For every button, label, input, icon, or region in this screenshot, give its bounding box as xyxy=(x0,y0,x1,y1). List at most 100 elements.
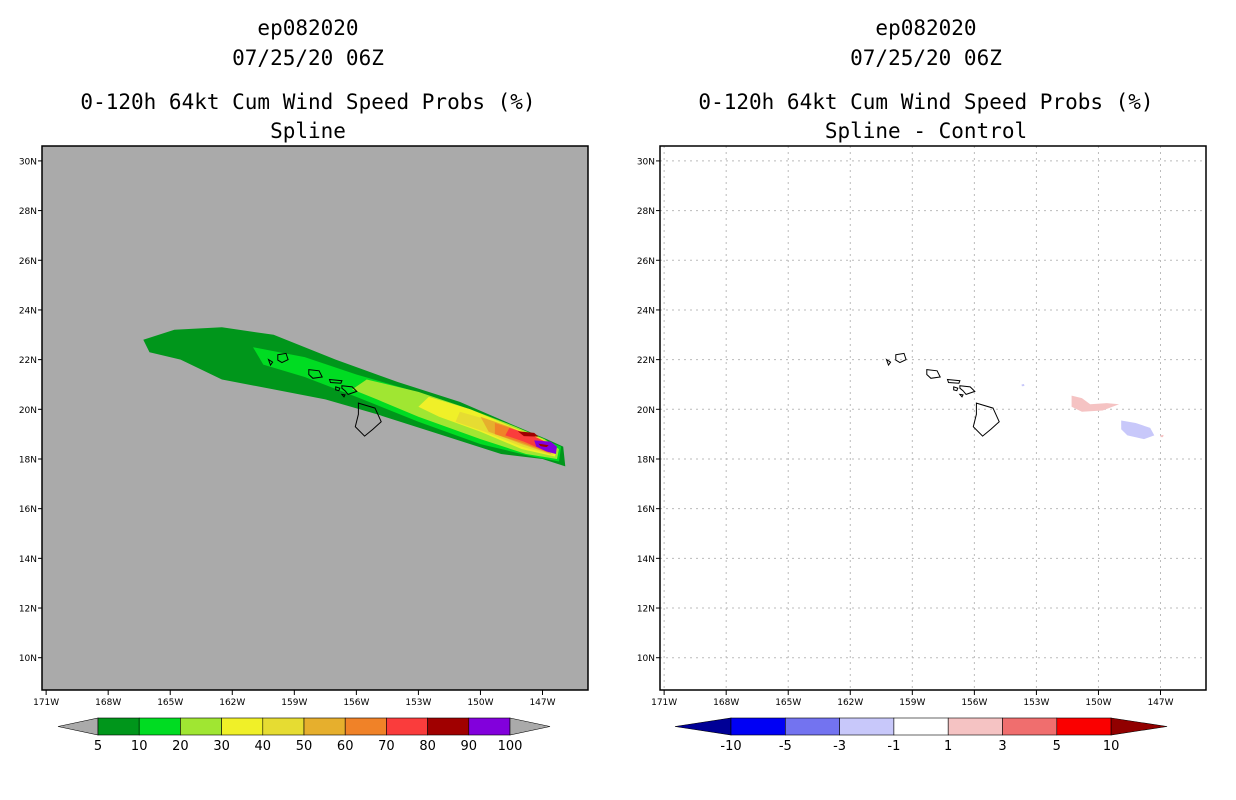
right-colorbar-segment xyxy=(730,717,786,736)
left-colorbar-label: 100 xyxy=(498,739,523,754)
left-title-datetime: 07/25/20 06Z xyxy=(232,46,384,70)
left-map-background xyxy=(42,146,588,690)
right-colorbar-segment xyxy=(893,717,949,736)
right-ytick-label: 16N xyxy=(637,505,655,515)
left-ytick-label: 30N xyxy=(19,157,37,167)
left-colorbar-label: 90 xyxy=(461,739,478,754)
right-island-maui xyxy=(959,385,976,395)
right-contour-neg1-0 xyxy=(1121,420,1155,440)
right-title-datetime: 07/25/20 06Z xyxy=(850,46,1002,70)
left-ytick-label: 14N xyxy=(19,555,37,565)
right-ytick-label: 20N xyxy=(637,406,655,416)
right-xtick-label: 156W xyxy=(961,698,987,708)
right-ytick-label: 14N xyxy=(637,555,655,565)
right-xtick-label: 147W xyxy=(1147,698,1173,708)
left-island-oahu xyxy=(308,369,323,379)
left-colorbar-segment xyxy=(344,717,387,736)
left-ytick-label: 18N xyxy=(19,455,37,465)
right-ytick-label: 24N xyxy=(637,306,655,316)
right-ytick-label: 12N xyxy=(637,605,655,615)
left-colorbar-label: 5 xyxy=(94,739,102,754)
left-colorbar-label: 40 xyxy=(255,739,272,754)
left-xtick-label: 168W xyxy=(95,698,121,708)
right-colorbar-label: -5 xyxy=(779,739,792,754)
right-colorbar-label: 5 xyxy=(1053,739,1061,754)
left-colorbar-low-arrow xyxy=(57,717,99,736)
left-colorbar-segment xyxy=(138,717,181,736)
left-colorbar-segment xyxy=(386,717,428,736)
left-colorbar-segment xyxy=(180,717,222,736)
right-contour-neg1-2 xyxy=(1021,384,1025,387)
left-contour-80-10 xyxy=(538,443,549,448)
right-colorbar-label: -3 xyxy=(833,739,846,754)
left-colorbar-label: 10 xyxy=(131,739,148,754)
left-contour-90-9 xyxy=(534,440,557,454)
left-island-big-island xyxy=(354,402,382,437)
right-colorbar-low-arrow xyxy=(674,717,732,736)
left-colorbar-segment xyxy=(97,717,140,736)
right-colorbar-segment xyxy=(1002,717,1058,736)
left-xtick-label: 153W xyxy=(405,698,431,708)
left-colorbar-segment xyxy=(221,717,264,736)
left-xtick-label: 171W xyxy=(33,698,59,708)
right-xtick-label: 162W xyxy=(837,698,863,708)
left-island-lanai xyxy=(335,386,341,392)
right-ytick-label: 26N xyxy=(637,257,655,267)
right-island-kahoolawe xyxy=(958,393,964,398)
right-xtick-label: 159W xyxy=(899,698,925,708)
right-colorbar: -10 -5 -3 -1 1 3 5 10 xyxy=(674,717,1168,754)
right-island-molokai xyxy=(946,378,961,384)
left-xtick-label: 150W xyxy=(467,698,493,708)
right-xtick-label: 150W xyxy=(1085,698,1111,708)
left-xtick-label: 162W xyxy=(219,698,245,708)
right-ytick-label: 10N xyxy=(637,654,655,664)
left-colorbar: 5 10 20 30 40 50 60 70 80 90 100 xyxy=(57,717,551,754)
right-colorbar-label: 10 xyxy=(1103,739,1120,754)
left-ytick-label: 24N xyxy=(19,306,37,316)
left-title-storm-id: ep082020 xyxy=(257,16,359,40)
left-colorbar-label: 60 xyxy=(337,739,354,754)
left-island-niihau xyxy=(267,358,274,367)
right-colorbar-label: 1 xyxy=(944,739,952,754)
left-colorbar-label: 80 xyxy=(419,739,436,754)
left-xtick-label: 156W xyxy=(343,698,369,708)
right-colorbar-segment xyxy=(839,717,895,736)
right-island-kauai xyxy=(895,352,907,364)
right-title-method: Spline - Control xyxy=(824,119,1028,143)
left-title-method: Spline xyxy=(270,119,346,143)
left-ytick-label: 28N xyxy=(19,207,37,217)
right-island-lanai xyxy=(953,386,959,392)
right-ytick-label: 28N xyxy=(637,207,655,217)
left-contour-80-8 xyxy=(517,431,539,437)
right-xtick-label: 165W xyxy=(775,698,801,708)
left-island-molokai xyxy=(328,378,343,384)
right-contour-1-1 xyxy=(1071,395,1120,412)
right-ytick-label: 30N xyxy=(637,157,655,167)
left-title-product: 0-120h 64kt Cum Wind Speed Probs (%) xyxy=(80,90,536,114)
left-colorbar-label: 50 xyxy=(296,739,313,754)
left-ytick-label: 26N xyxy=(19,257,37,267)
right-colorbar-segment xyxy=(1056,717,1112,736)
right-island-niihau xyxy=(885,358,892,367)
left-colorbar-label: 20 xyxy=(172,739,189,754)
left-colorbar-label: 30 xyxy=(213,739,230,754)
right-colorbar-segment xyxy=(784,717,840,736)
right-map-panel: 171W 168W 165W 162W 159W 156W 153W 150W 147W 10N 1… xyxy=(637,145,1207,708)
right-colorbar-segment xyxy=(947,717,1003,736)
right-colorbar-label: 3 xyxy=(998,739,1006,754)
right-title-storm-id: ep082020 xyxy=(875,16,977,40)
left-ytick-label: 10N xyxy=(19,654,37,664)
right-colorbar-high-arrow xyxy=(1110,717,1168,736)
right-map-background xyxy=(660,146,1206,690)
right-title-product: 0-120h 64kt Cum Wind Speed Probs (%) xyxy=(698,90,1154,114)
left-ytick-label: 16N xyxy=(19,505,37,515)
left-colorbar-segment xyxy=(468,717,511,736)
left-xtick-label: 159W xyxy=(281,698,307,708)
left-island-kahoolawe xyxy=(340,393,346,398)
right-contour-1-3 xyxy=(1160,434,1164,438)
left-island-maui xyxy=(341,385,358,395)
right-colorbar-label: -10 xyxy=(720,739,741,754)
right-xtick-label: 153W xyxy=(1023,698,1049,708)
right-ytick-label: 22N xyxy=(637,356,655,366)
right-map-frame xyxy=(659,145,1207,691)
